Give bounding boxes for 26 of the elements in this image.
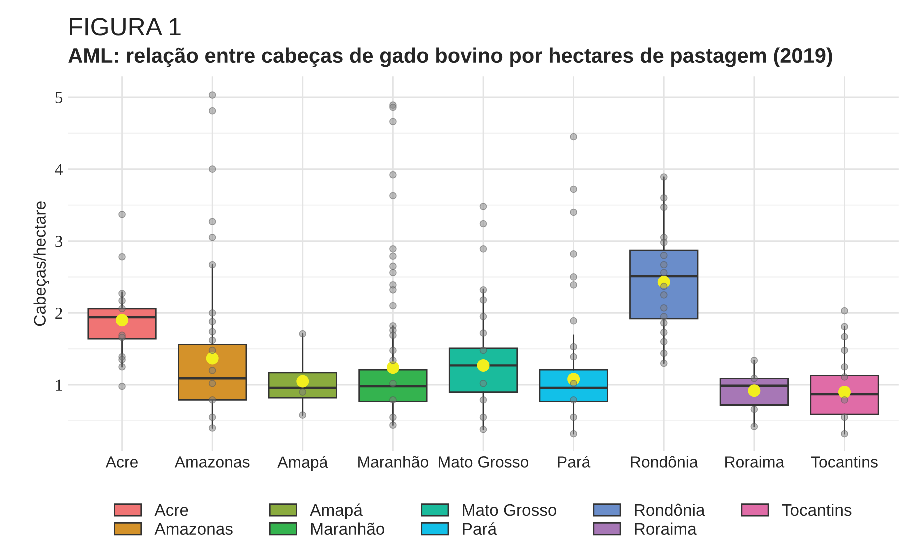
x-tick-label: Roraima bbox=[726, 456, 785, 468]
y-tick-label: 5 bbox=[56, 92, 63, 104]
y-tick-label: 2 bbox=[56, 308, 62, 319]
legend-label: Mato Grosso bbox=[463, 504, 557, 516]
x-tick-label: Amapá bbox=[278, 456, 328, 472]
legend-label: Acre bbox=[154, 504, 188, 516]
legend-label: Amazonas bbox=[154, 523, 233, 536]
chart-subtitle: AML: relação entre cabeças de gado bovino por hectares de pastagem (2019) bbox=[68, 48, 832, 68]
y-tick-label: 4 bbox=[55, 164, 63, 176]
legend-label: Roraima bbox=[635, 522, 697, 536]
x-tick-label: Pará bbox=[558, 456, 591, 468]
legend-label: Pará bbox=[463, 522, 498, 536]
x-tick-label: Mato Grosso bbox=[439, 456, 529, 468]
legend-label: Maranhão bbox=[311, 522, 384, 536]
y-tick-label: 1 bbox=[56, 380, 62, 391]
y-axis-title: Cabeças/hectare bbox=[34, 202, 50, 326]
chart-title: FIGURA 1 bbox=[70, 18, 181, 36]
x-tick-label: Rondônia bbox=[631, 456, 698, 468]
x-tick-label: Maranhão bbox=[358, 456, 428, 468]
x-tick-label: Acre bbox=[106, 456, 138, 468]
y-tick-label: 3 bbox=[56, 236, 63, 248]
x-tick-label: Tocantins bbox=[811, 456, 878, 468]
legend-label: Amapá bbox=[310, 504, 363, 520]
legend-label: Tocantins bbox=[782, 504, 852, 516]
x-tick-label: Amazonas bbox=[174, 456, 250, 468]
legend-label: Rondônia bbox=[635, 504, 706, 516]
